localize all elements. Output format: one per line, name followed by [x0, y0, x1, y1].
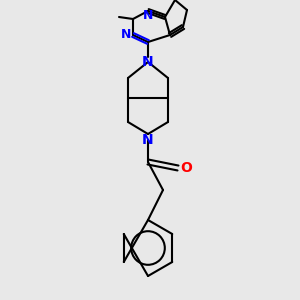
Text: N: N: [121, 28, 131, 41]
Text: O: O: [180, 161, 192, 175]
Text: N: N: [142, 133, 154, 147]
Text: N: N: [142, 55, 154, 69]
Text: N: N: [143, 9, 153, 22]
